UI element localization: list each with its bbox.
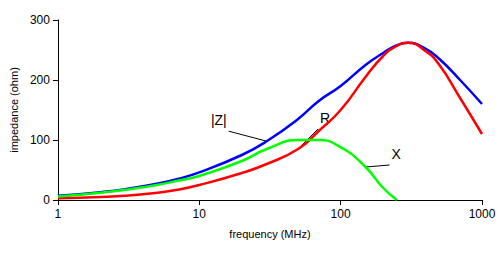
- svg-text:100: 100: [331, 207, 351, 221]
- svg-text:100: 100: [30, 133, 50, 147]
- svg-text:300: 300: [30, 13, 50, 27]
- svg-text:X: X: [392, 146, 402, 162]
- svg-text:10: 10: [193, 207, 207, 221]
- svg-text:impedance (ohm): impedance (ohm): [8, 67, 20, 153]
- svg-text:1000: 1000: [469, 207, 496, 221]
- svg-text:200: 200: [30, 73, 50, 87]
- svg-text:0: 0: [43, 193, 50, 207]
- svg-text:1: 1: [55, 207, 62, 221]
- svg-text:R: R: [320, 110, 331, 126]
- svg-text:|Z|: |Z|: [211, 112, 227, 128]
- svg-text:frequency (MHz): frequency (MHz): [229, 228, 310, 240]
